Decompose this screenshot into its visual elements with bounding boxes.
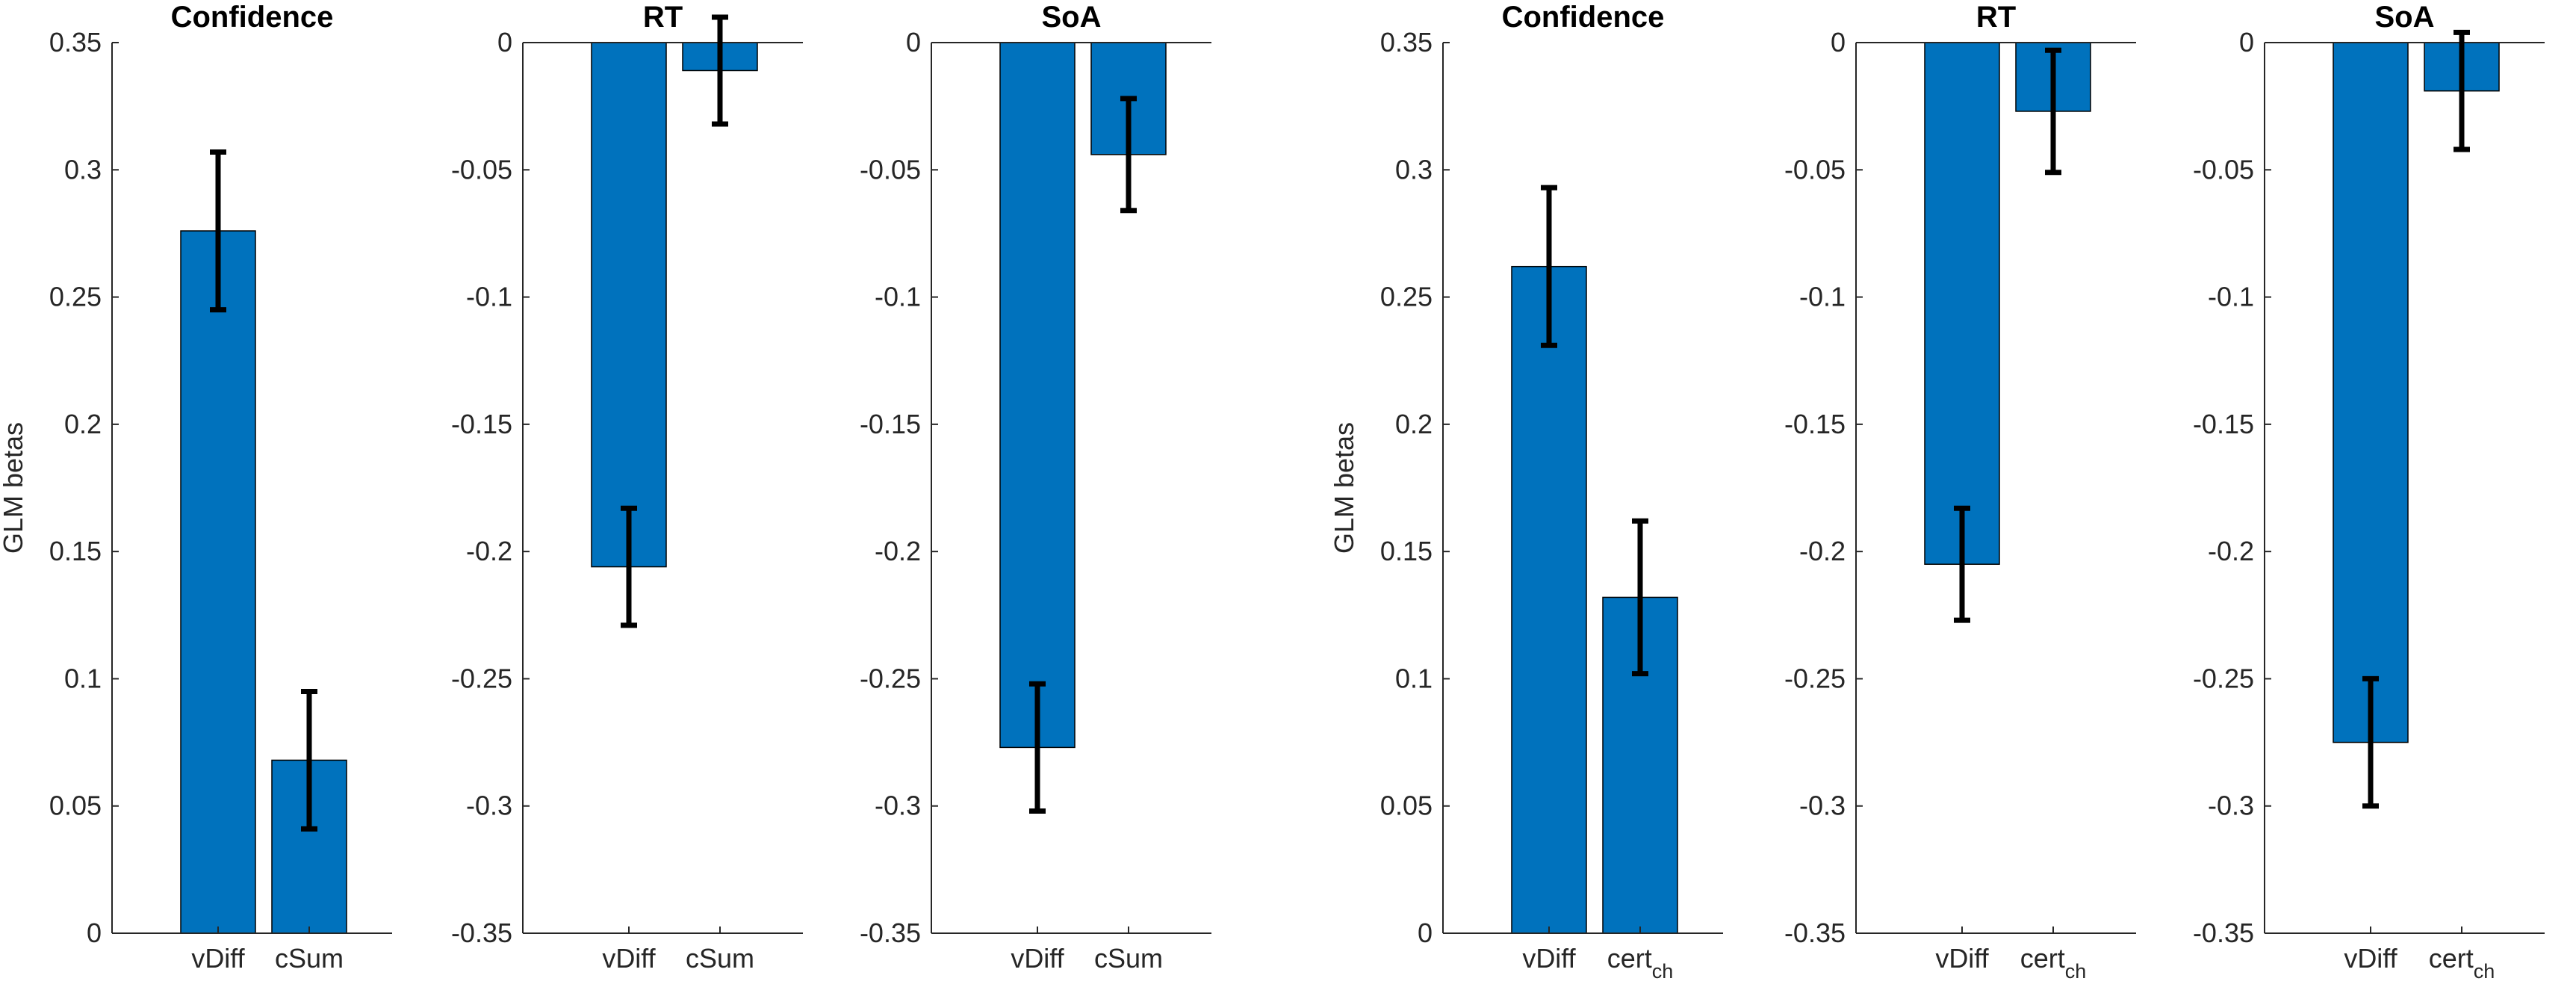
error-bar [1954,505,1970,623]
y-tick-label: 0.2 [1395,409,1433,439]
y-tick-label: 0.05 [1380,791,1433,821]
y-tick-label: -0.25 [451,663,512,693]
y-tick-label: -0.05 [860,154,921,185]
y-tick-label: 0.2 [64,409,102,439]
y-tick-label: 0.35 [49,27,102,58]
y-tick-label: -0.05 [1784,154,1846,185]
y-tick-label: -0.25 [860,663,921,693]
chart-panel-1: 0 0.05 0.1 0.15 0.2 0.25 0.3 0.35 vDiff cSum Confi… [0,1,392,974]
y-tick-label: 0.15 [49,536,102,566]
y-tick-label: -0.15 [451,409,512,439]
bar-vdiff [1924,42,2000,565]
y-tick-label: -0.15 [2193,409,2254,439]
error-bar [1541,185,1557,348]
x-tick-label: certch [2429,943,2495,983]
x-tick-label-subscript: ch [2065,960,2087,983]
bar-vdiff [999,42,1076,749]
y-tick-label: -0.3 [875,791,921,821]
y-tick-label: -0.05 [451,154,512,185]
error-bar [210,149,226,313]
y-tick-label: 0.1 [1395,663,1433,693]
y-tick-label: 0 [1831,27,1846,58]
y-tick-label: 0.3 [64,154,102,185]
y-tick-label: 0.25 [49,282,102,312]
error-bar [712,14,728,127]
error-bar [2454,29,2470,152]
bar-vdiff [2333,42,2409,743]
y-tick-label: 0.15 [1380,536,1433,566]
chart-title: Confidence [171,1,334,34]
y-tick-label: -0.2 [2208,536,2254,566]
error-bar [1029,681,1046,814]
x-tick-label: certch [1607,943,1674,983]
y-tick-label: 0.25 [1380,282,1433,312]
chart-title: SoA [1042,1,1102,34]
y-tick-label: -0.1 [875,282,921,312]
y-tick-label: -0.1 [2208,282,2254,312]
x-tick-label: vDiff [1011,943,1064,974]
x-tick-label: cSum [686,943,754,974]
bar-vdiff [180,230,256,934]
y-tick-label: -0.1 [466,282,512,312]
y-tick-label: -0.05 [2193,154,2254,185]
chart-panel-2: 0 -0.05 -0.1 -0.15 -0.2 -0.25 -0.3 -0.35 vDiff cS… [451,1,803,974]
y-tick-label: -0.15 [860,409,921,439]
y-tick-label: 0 [87,918,102,948]
y-tick-label: 0 [1418,918,1433,948]
x-tick-label: vDiff [1522,943,1576,974]
x-tick-label: vDiff [1935,943,1989,974]
chart-panel-4: 0 0.05 0.1 0.15 0.2 0.25 0.3 0.35 vDiff certch Con… [1329,1,1723,983]
error-bar [301,688,317,832]
y-tick-label: -0.35 [1784,918,1846,948]
x-tick-label: vDiff [2344,943,2397,974]
y-tick-label: -0.2 [875,536,921,566]
error-bar [2362,675,2379,809]
chart-panel-5: 0 -0.05 -0.1 -0.15 -0.2 -0.25 -0.3 -0.35 vDiff ce… [1784,1,2136,983]
y-tick-label: 0.35 [1380,27,1433,58]
bar-vdiff [591,42,667,568]
chart-title: Confidence [1502,1,1665,34]
y-tick-label: -0.25 [1784,663,1846,693]
y-tick-label: -0.3 [1799,791,1846,821]
y-tick-label: -0.35 [860,918,921,948]
y-tick-label: 0.1 [64,663,102,693]
error-bar [2045,47,2061,176]
chart-title: RT [1976,1,2016,34]
x-tick-label: cSum [1094,943,1163,974]
x-tick-label: certch [2020,943,2087,983]
y-tick-label: -0.35 [2193,918,2254,948]
x-tick-label-subscript: ch [1652,960,1674,983]
y-tick-label: -0.15 [1784,409,1846,439]
y-tick-label: -0.3 [2208,791,2254,821]
y-tick-label: -0.35 [451,918,512,948]
error-bar [1632,518,1648,677]
y-tick-label: 0.05 [49,791,102,821]
y-tick-label: 0 [906,27,921,58]
y-tick-label: -0.25 [2193,663,2254,693]
bar-vdiff [1511,265,1587,934]
y-tick-label: 0 [497,27,512,58]
y-axis-label: GLM betas [1329,422,1359,554]
error-bar [1120,96,1137,214]
chart-title: RT [643,1,683,34]
y-tick-label: 0 [2239,27,2254,58]
error-bar [621,505,637,628]
chart-panel-6: 0 -0.05 -0.1 -0.15 -0.2 -0.25 -0.3 -0.35 vDiff ce… [2193,1,2545,983]
x-tick-label: vDiff [602,943,656,974]
x-tick-label-subscript: ch [2474,960,2495,983]
y-tick-label: -0.2 [466,536,512,566]
x-tick-label: cSum [275,943,344,974]
chart-panel-3: 0 -0.05 -0.1 -0.15 -0.2 -0.25 -0.3 -0.35 vDiff cS… [860,1,1211,974]
chart-title: SoA [2375,1,2435,34]
x-tick-label: vDiff [191,943,245,974]
y-tick-label: -0.2 [1799,536,1846,566]
y-tick-label: 0.3 [1395,154,1433,185]
y-axis-label: GLM betas [0,422,28,554]
y-tick-label: -0.1 [1799,282,1846,312]
y-tick-label: -0.3 [466,791,512,821]
